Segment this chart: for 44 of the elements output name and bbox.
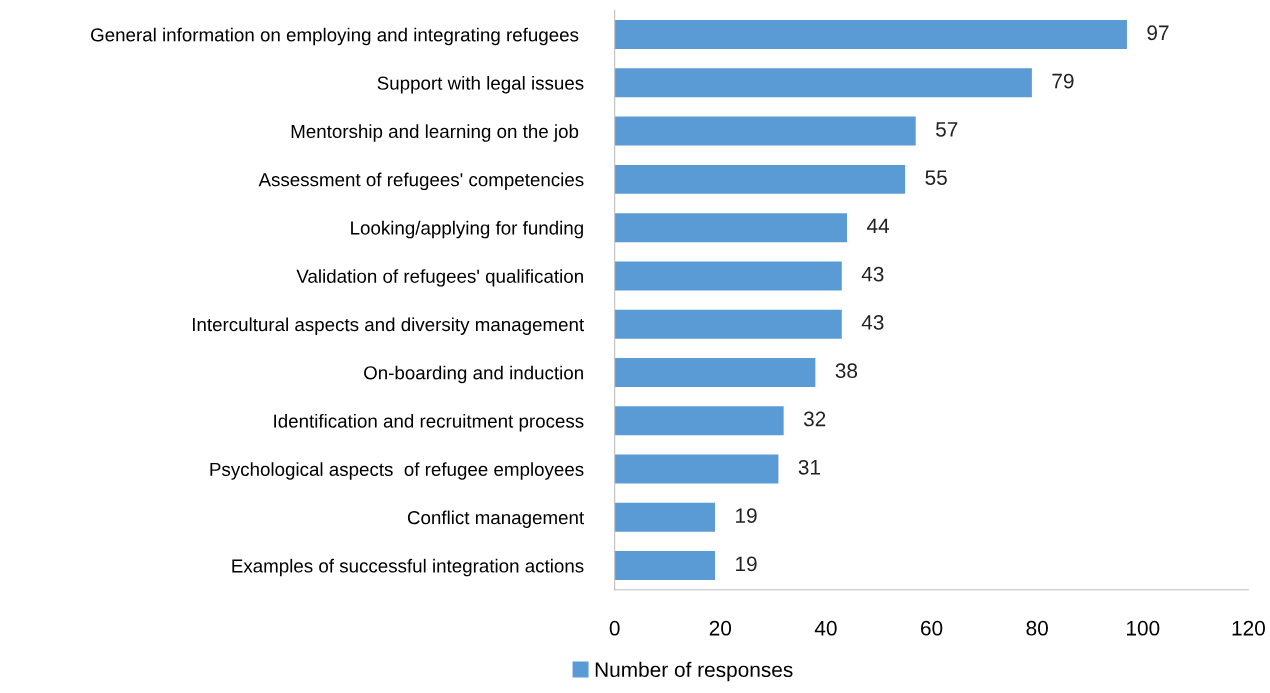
y-tick-label: Conflict management — [407, 510, 584, 529]
bar — [614, 551, 716, 581]
y-tick-label: General information on employing and integrating refugees — [91, 27, 579, 46]
y-tick-label: Identification and recruitment process — [274, 413, 584, 432]
x-tick-label: 20 — [709, 620, 732, 636]
bar — [614, 502, 716, 532]
x-tick-label: 40 — [814, 620, 837, 636]
y-tick-label: On-boarding and induction — [364, 365, 583, 384]
data-label: 44 — [866, 218, 890, 234]
data-label: 57 — [935, 122, 958, 137]
bar — [614, 116, 916, 146]
x-tick-label: 120 — [1232, 620, 1265, 636]
bar — [614, 68, 1032, 98]
x-tick-label: 80 — [1026, 620, 1048, 636]
bar — [614, 213, 848, 243]
bar — [614, 406, 784, 436]
x-tick-label: 0 — [609, 620, 620, 636]
y-tick-label: Support with legal issues — [377, 76, 584, 94]
bar — [614, 164, 906, 194]
data-label: 43 — [861, 266, 884, 282]
y-tick-label: Mentorship and learning on the job — [291, 124, 579, 142]
bar — [614, 309, 842, 339]
bar — [614, 20, 1127, 50]
x-tick-label: 60 — [921, 620, 943, 636]
y-tick-label: Assessment of refugees' competencies — [258, 172, 584, 191]
bar — [614, 261, 842, 291]
y-tick-label: Intercultural aspects and diversity management — [192, 317, 585, 335]
y-tick-label: Psychological aspects of refugee employees — [210, 462, 584, 480]
data-label: 79 — [1052, 73, 1074, 89]
y-tick-label: Looking/applying for funding — [351, 220, 583, 239]
legend-label: Number of responses — [595, 661, 793, 682]
data-label: 32 — [803, 411, 826, 427]
data-label: 97 — [1147, 25, 1169, 41]
data-label: 55 — [925, 170, 947, 185]
bar — [614, 358, 816, 387]
data-label: 38 — [835, 363, 858, 379]
y-tick-label: Validation of refugees' qualification — [296, 269, 583, 287]
data-label: 31 — [798, 459, 820, 475]
data-label: 43 — [861, 315, 884, 330]
x-tick-label: 100 — [1127, 620, 1160, 636]
bar — [614, 454, 779, 484]
data-label: 19 — [736, 556, 757, 572]
y-tick-label: Examples of successful integration actions — [232, 558, 584, 577]
data-label: 19 — [736, 508, 757, 523]
